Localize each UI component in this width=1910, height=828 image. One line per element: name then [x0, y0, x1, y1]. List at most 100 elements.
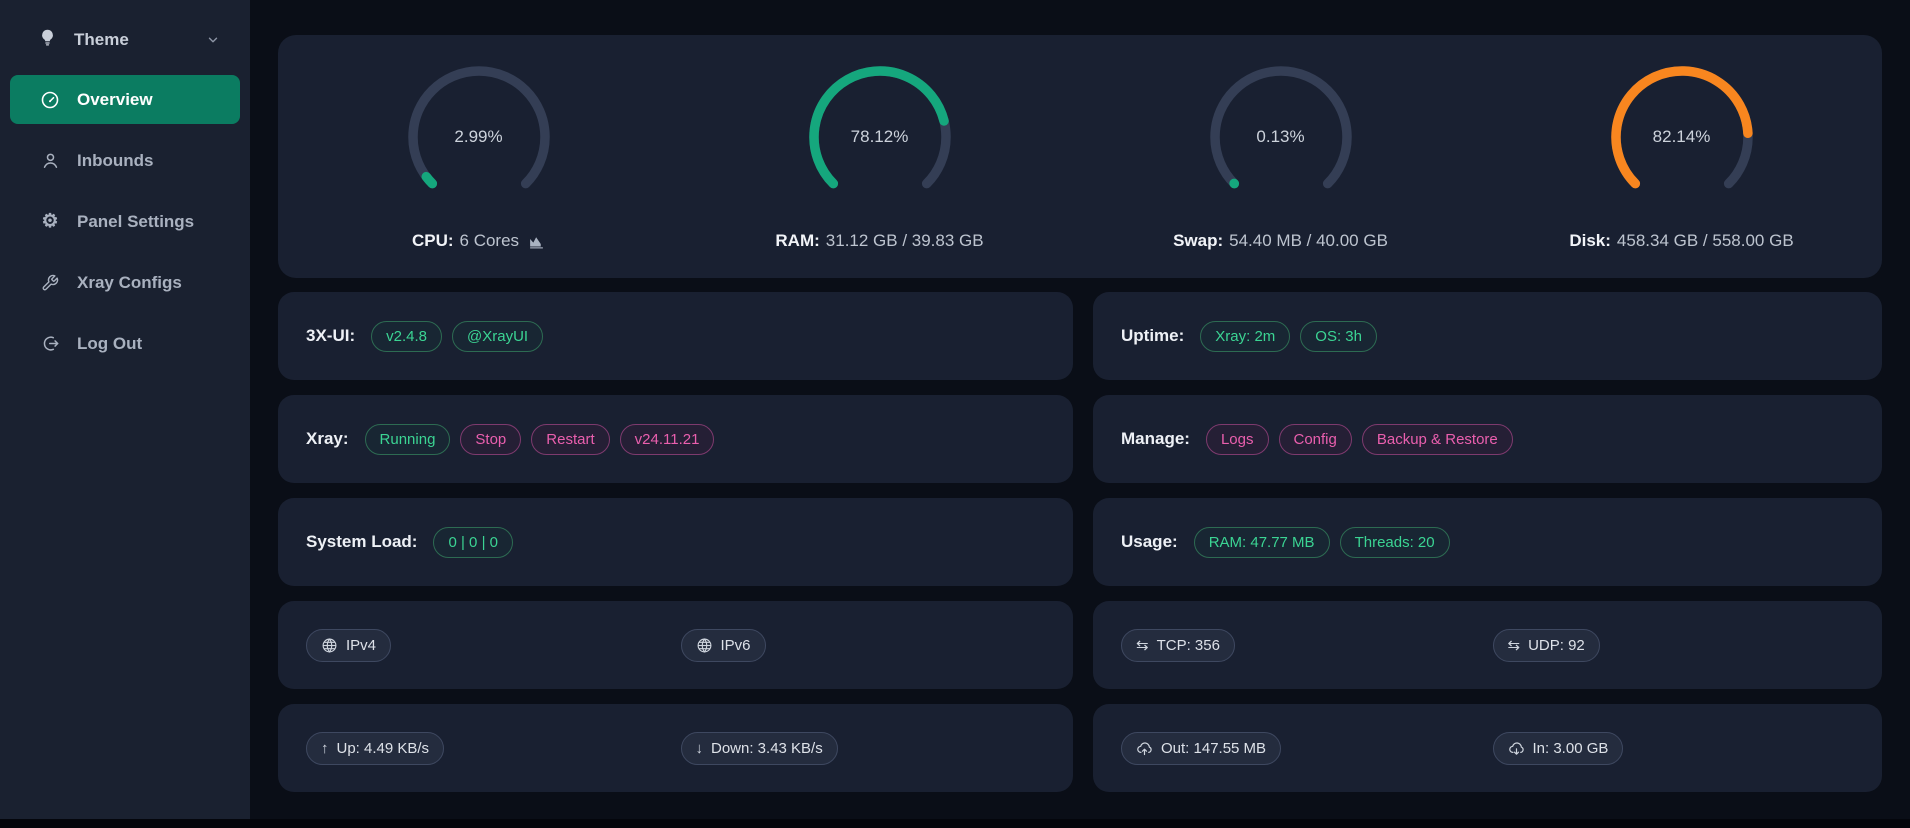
theme-label: Theme [74, 30, 129, 49]
info-card: Xray: Running Stop Restart v24.11.21 [278, 395, 1073, 483]
cpu-gauge-value: 2.99% [454, 127, 503, 146]
pill-text: In: 3.00 GB [1532, 739, 1609, 757]
card-half: ⇆ UDP: 92 [1492, 628, 1855, 662]
udp-count-pill: ⇆ UDP: 92 [1492, 628, 1600, 662]
chevron-down-icon [206, 33, 220, 47]
sidebar-item-overview[interactable]: Overview [10, 75, 240, 124]
swap-icon: ⇆ [1507, 636, 1521, 654]
sidebar-item-label: Inbounds [77, 150, 154, 170]
info-column-right: Uptime: Xray: 2m OS: 3h Manage: Logs Config Ba… [1093, 292, 1882, 792]
usage-threads-tag: Threads: 20 [1339, 526, 1450, 558]
panel-version-tag[interactable]: v2.4.8 [371, 320, 442, 352]
sidebar-item-inbounds[interactable]: Inbounds [10, 136, 240, 185]
card-half: ↓ Down: 3.43 KB/s [680, 731, 1046, 765]
card-half: Out: 147.55 MB [1121, 731, 1483, 765]
usage-ram-tag: RAM: 47.77 MB [1193, 526, 1330, 558]
tcp-count-pill: ⇆ TCP: 356 [1121, 628, 1235, 662]
config-button[interactable]: Config [1278, 423, 1352, 455]
sidebar-item-logout[interactable]: Log Out [10, 319, 240, 368]
disk-gauge-title: Disk: [1569, 231, 1611, 250]
arrow-up-icon: ↑ [321, 739, 329, 757]
cloud-down-icon [1508, 740, 1525, 757]
card-half: ↑ Up: 4.49 KB/s [306, 731, 671, 765]
pill-text: IPv6 [720, 636, 751, 654]
logs-button[interactable]: Logs [1205, 423, 1269, 455]
info-card: Out: 147.55 MB In: 3.00 GB [1093, 704, 1882, 792]
xray-restart-button[interactable]: Restart [531, 423, 610, 455]
swap-gauge-value: 0.13% [1256, 127, 1305, 146]
swap-gauge-title: Swap: [1173, 231, 1224, 250]
swap-gauge-label: Swap: 54.40 MB / 40.00 GB [1173, 231, 1388, 251]
sidebar-item-panel-settings[interactable]: ⚙ Panel Settings [10, 197, 240, 246]
pill-text: TCP: 356 [1156, 636, 1220, 654]
ipv4-pill[interactable]: IPv4 [306, 628, 392, 662]
cpu-gauge: 2.99% CPU: 6 Cores [278, 35, 679, 278]
sidebar-item-label: Overview [77, 89, 153, 109]
lightbulb-icon [38, 28, 57, 52]
cpu-gauge-ring: 2.99% [403, 61, 555, 213]
card-label: Xray: [306, 429, 349, 448]
pill-text: Down: 3.43 KB/s [711, 739, 823, 757]
globe-icon [696, 637, 713, 654]
telegram-link-tag[interactable]: @XrayUI [452, 320, 544, 352]
download-speed-pill: ↓ Down: 3.43 KB/s [680, 731, 838, 765]
traffic-out-pill: Out: 147.55 MB [1121, 731, 1282, 765]
card-half: In: 3.00 GB [1492, 731, 1855, 765]
card-label: 3X-UI: [306, 326, 356, 345]
user-icon [40, 151, 60, 170]
swap-gauge-detail: 54.40 MB / 40.00 GB [1229, 231, 1388, 250]
disk-gauge-ring: 82.14% [1606, 61, 1758, 213]
sidebar-item-label: Panel Settings [77, 211, 195, 231]
disk-gauge: 82.14% Disk: 458.34 GB / 558.00 GB [1481, 35, 1882, 278]
info-card: Manage: Logs Config Backup & Restore [1093, 395, 1882, 483]
theme-selector[interactable]: Theme [0, 16, 250, 64]
disk-gauge-detail: 458.34 GB / 558.00 GB [1616, 231, 1794, 250]
pill-text: UDP: 92 [1528, 636, 1585, 654]
swap-gauge-ring: 0.13% [1205, 61, 1357, 213]
page-bottom-edge [0, 819, 1910, 828]
xray-status-tag: Running [364, 423, 451, 455]
dashboard-icon [40, 90, 60, 110]
globe-icon [321, 637, 338, 654]
sidebar-item-label: Log Out [77, 333, 143, 353]
uptime-os-tag: OS: 3h [1300, 320, 1377, 352]
gear-icon: ⚙ [41, 211, 59, 232]
cpu-history-chart-icon[interactable] [528, 233, 545, 250]
ram-gauge-detail: 31.12 GB / 39.83 GB [825, 231, 984, 250]
arrow-down-icon: ↓ [695, 739, 704, 757]
xray-stop-button[interactable]: Stop [460, 423, 522, 455]
ram-gauge-label: RAM: 31.12 GB / 39.83 GB [775, 231, 983, 251]
info-card: Usage: RAM: 47.77 MB Threads: 20 [1093, 498, 1882, 586]
pill-text: Up: 4.49 KB/s [336, 739, 430, 757]
info-column-left: 3X-UI: v2.4.8 @XrayUI Xray: Running Stop Resta… [278, 292, 1073, 792]
info-card: System Load: 0 | 0 | 0 [278, 498, 1073, 586]
ipv6-pill[interactable]: IPv6 [680, 628, 766, 662]
backup-restore-button[interactable]: Backup & Restore [1361, 423, 1513, 455]
info-card: 3X-UI: v2.4.8 @XrayUI [278, 292, 1073, 380]
ram-gauge-ring: 78.12% [804, 61, 956, 213]
card-label: Manage: [1121, 429, 1190, 448]
ram-gauge-title: RAM: [775, 231, 820, 250]
pill-text: Out: 147.55 MB [1161, 739, 1267, 757]
system-load-tag: 0 | 0 | 0 [433, 526, 513, 558]
card-half: IPv6 [680, 628, 1046, 662]
ram-gauge-value: 78.12% [850, 127, 909, 146]
sidebar: Theme Overview Inbounds [0, 0, 250, 828]
disk-gauge-value: 82.14% [1652, 127, 1711, 146]
pill-text: IPv4 [346, 636, 377, 654]
xray-version-button[interactable]: v24.11.21 [619, 423, 715, 455]
card-label: Usage: [1121, 532, 1178, 551]
wrench-icon [40, 274, 60, 292]
card-label: System Load: [306, 532, 418, 551]
sidebar-nav: Overview Inbounds ⚙ Panel Settings [0, 75, 250, 368]
main-content: 2.99% CPU: 6 Cores 78.12% RAM: 31.12 GB / 39… [278, 0, 1882, 828]
swap-gauge: 0.13% Swap: 54.40 MB / 40.00 GB [1080, 35, 1481, 278]
cpu-gauge-label: CPU: 6 Cores [412, 231, 545, 251]
info-card: IPv4 IPv6 [278, 601, 1073, 689]
disk-gauge-label: Disk: 458.34 GB / 558.00 GB [1569, 231, 1793, 251]
cpu-gauge-detail: 6 Cores [459, 231, 520, 250]
uptime-xray-tag: Xray: 2m [1200, 320, 1291, 352]
card-label: Uptime: [1121, 326, 1185, 345]
sidebar-item-xray-configs[interactable]: Xray Configs [10, 258, 240, 307]
